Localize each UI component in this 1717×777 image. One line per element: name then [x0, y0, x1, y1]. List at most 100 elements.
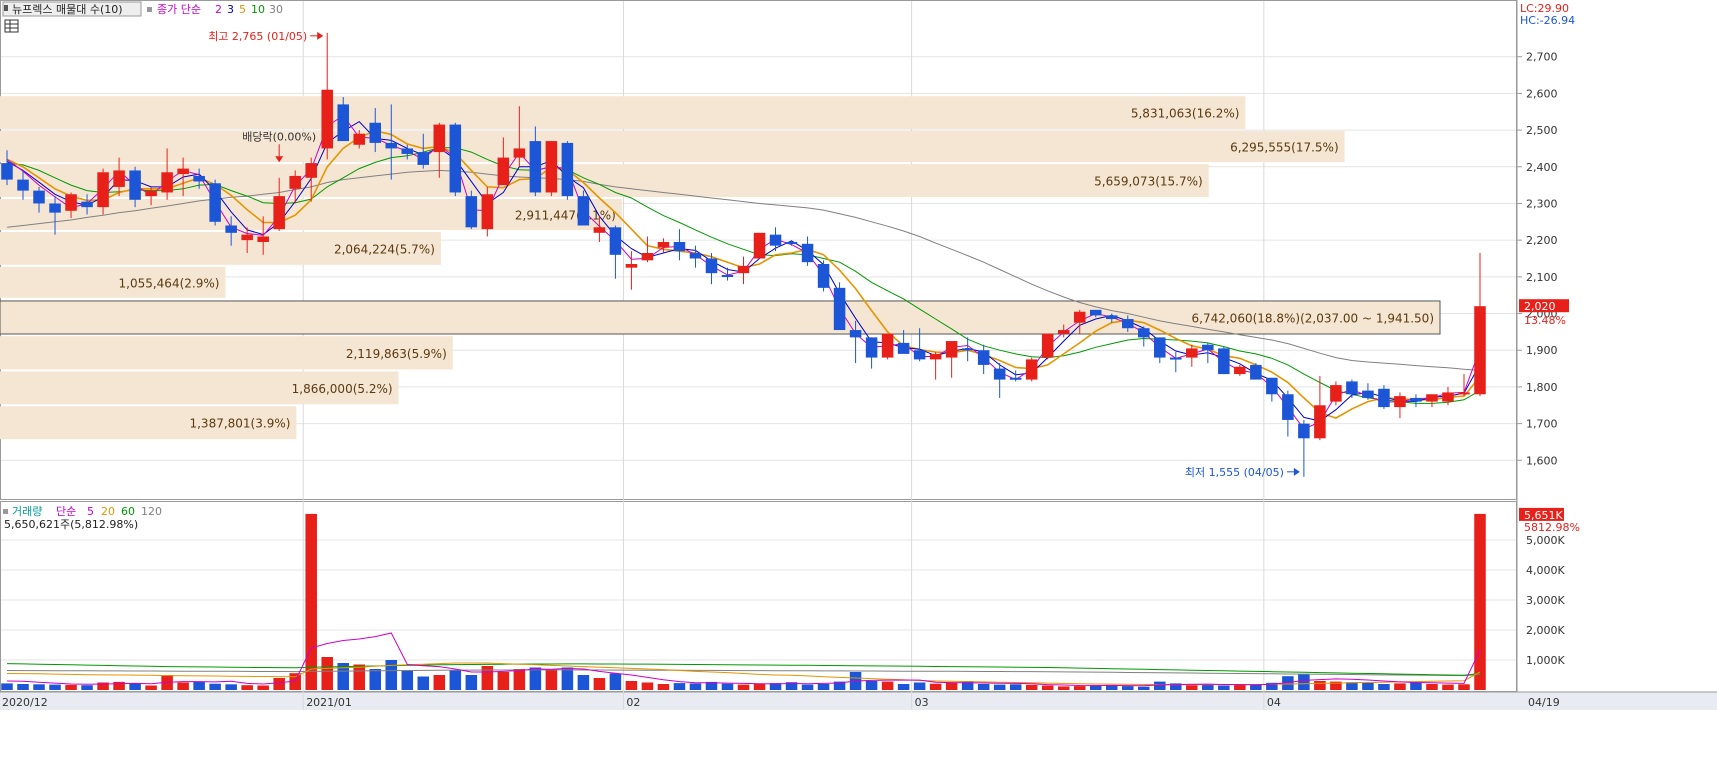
candle-body — [753, 232, 766, 259]
volume-profile-label: 5,831,063(16.2%) — [1131, 107, 1240, 121]
candle-body — [1314, 405, 1326, 439]
candle-body — [321, 89, 333, 149]
candle-body — [417, 152, 430, 165]
candle-body — [481, 194, 494, 230]
volume-bar — [1154, 681, 1166, 690]
candle-body — [977, 350, 990, 365]
candle-body — [241, 234, 253, 241]
volume-profile-label: 1,866,000(5.2%) — [292, 382, 393, 396]
candle-body — [65, 194, 77, 211]
right-axis-bg — [1517, 0, 1717, 777]
volume-bar — [545, 669, 558, 690]
candle-body — [145, 190, 157, 197]
volume-moving-averages — [6, 632, 1481, 687]
candle-body — [849, 330, 862, 338]
volume-tick-label: 3,000K — [1526, 594, 1565, 607]
ma-legend-period: 3 — [227, 3, 234, 16]
volume-bar — [305, 513, 317, 690]
volume-bar — [129, 683, 141, 690]
candle-body — [465, 196, 478, 228]
volume-bar — [625, 681, 638, 690]
volume-profile-bar — [0, 131, 1345, 163]
axes: 1,6001,7001,8001,9002,0002,1002,2002,300… — [2, 2, 1580, 709]
volume-bar — [1186, 685, 1198, 690]
candle-body — [1218, 348, 1230, 375]
candle-body — [769, 234, 782, 246]
candle-body — [609, 227, 622, 255]
volume-badge-change: 5812.98% — [1524, 521, 1580, 534]
indicator-marker — [4, 5, 8, 11]
candle-body — [1266, 377, 1278, 395]
price-ma10-line — [6, 147, 1481, 404]
price-badge-change: 13.48% — [1524, 314, 1566, 327]
ma-legend-label: 종가 단순 — [157, 3, 201, 16]
price-ma30-line — [6, 169, 1481, 371]
volume-profile-label: 5,659,073(15.7%) — [1094, 175, 1203, 189]
volume-bar — [577, 675, 590, 690]
volume-bar — [1025, 684, 1038, 690]
volume-bar — [673, 683, 686, 690]
candle-body — [1362, 390, 1374, 398]
volume-bar — [449, 670, 462, 690]
volume-profile-label: 2,064,224(5.7%) — [334, 242, 435, 256]
volume-bar — [1458, 684, 1470, 690]
volume-bar — [865, 681, 878, 690]
volume-bar — [1057, 686, 1070, 690]
candle-body — [401, 148, 414, 154]
volume-bar — [641, 682, 654, 690]
volume-bar — [497, 672, 510, 690]
volume-bar — [561, 667, 574, 690]
candle-body — [1170, 357, 1182, 360]
date-label: 02 — [626, 696, 640, 709]
volume-bar — [1250, 684, 1262, 690]
candle-body — [113, 170, 125, 187]
volume-bar — [465, 675, 478, 690]
candle-body — [1298, 423, 1310, 439]
candle-body — [961, 348, 974, 351]
volume-bar — [1362, 682, 1374, 690]
candle-body — [1057, 330, 1070, 334]
price-badge-value: 2,020 — [1524, 300, 1556, 313]
candle-body — [49, 203, 61, 213]
candle-body — [929, 353, 942, 360]
volume-bar — [913, 682, 926, 690]
volume-bar — [1073, 686, 1086, 690]
volume-bar — [321, 657, 333, 690]
volume-bar — [1442, 684, 1454, 690]
volume-profile-bar — [0, 371, 399, 405]
candle-body — [1009, 377, 1022, 380]
volume-bar — [1474, 513, 1486, 690]
volume-profile-label: 6,742,060(18.8%)(2,037.00 ~ 1,941.50) — [1192, 311, 1434, 325]
candle-body — [225, 225, 237, 233]
candle-body — [193, 175, 205, 182]
volume-bar — [961, 681, 974, 690]
annotations: 최고 2,765 (01/05) 최저 1,555 (04/05) 배당락(0.00… — [208, 30, 1300, 479]
volume-profile-label: 2,911,447(8.1%) — [515, 208, 616, 222]
volume-tick-label: 1,000K — [1526, 654, 1565, 667]
volume-current-text: 5,650,621주(5,812.98%) — [4, 518, 138, 531]
candle-body — [593, 227, 606, 233]
candle-body — [801, 243, 814, 263]
volume-profile-bar — [0, 406, 297, 440]
volume-bar — [1426, 684, 1438, 690]
volume-bar — [433, 675, 446, 690]
volume-profile-label: 1,055,464(2.9%) — [119, 276, 220, 290]
volume-ma5-line — [6, 632, 1481, 687]
price-tick-label: 1,600 — [1526, 454, 1558, 467]
candle-body — [513, 148, 526, 158]
candle-body — [289, 175, 301, 189]
volume-bar — [529, 667, 542, 690]
volume-bar — [945, 682, 958, 690]
volume-bar — [881, 681, 894, 690]
candle-body — [865, 337, 878, 358]
volume-bar — [1, 683, 13, 690]
volume-bar — [817, 684, 830, 690]
volume-bar — [737, 684, 750, 690]
volume-bar — [929, 683, 942, 690]
volume-bar — [97, 682, 109, 690]
volume-bar — [1314, 681, 1326, 690]
volume-bar — [785, 682, 798, 690]
candle-body — [817, 264, 830, 288]
